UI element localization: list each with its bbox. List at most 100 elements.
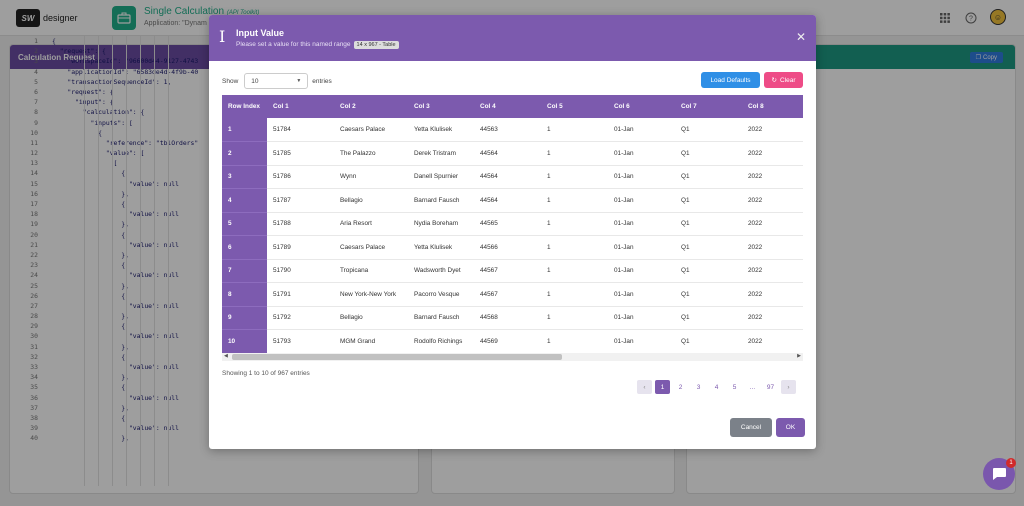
table-cell[interactable]: Pacorro Vesque — [408, 282, 474, 307]
table-cell[interactable]: 44564 — [474, 141, 541, 166]
column-header[interactable]: Col 6 — [608, 95, 675, 118]
table-cell[interactable]: Q1 — [675, 165, 742, 189]
table-cell[interactable]: 01-Jan — [608, 282, 675, 307]
scroll-thumb[interactable] — [232, 354, 562, 360]
column-header[interactable]: Col 8 — [742, 95, 803, 118]
page-button[interactable]: 1 — [655, 380, 670, 394]
table-cell[interactable]: Wadsworth Dyet — [408, 259, 474, 283]
table-cell[interactable]: Q1 — [675, 259, 742, 283]
table-cell[interactable]: 2022 — [742, 141, 803, 166]
table-cell[interactable]: Q1 — [675, 118, 742, 142]
table-cell[interactable]: Yetta Klulisek — [408, 118, 474, 142]
table-cell[interactable]: 1 — [541, 259, 608, 283]
table-cell[interactable]: 01-Jan — [608, 141, 675, 166]
prev-page-icon[interactable]: ‹ — [637, 380, 652, 394]
table-cell[interactable]: Barnard Fausch — [408, 306, 474, 330]
table-cell[interactable]: Barnard Fausch — [408, 188, 474, 213]
table-cell[interactable]: 51789 — [267, 235, 334, 260]
table-cell[interactable]: 51787 — [267, 188, 334, 213]
table-cell[interactable]: Q1 — [675, 141, 742, 166]
entries-select[interactable]: 10 ▼ — [244, 73, 309, 89]
table-cell[interactable]: 01-Jan — [608, 188, 675, 213]
table-cell[interactable]: MGM Grand — [334, 329, 408, 353]
table-cell[interactable]: 2022 — [742, 329, 803, 353]
table-cell[interactable]: 1 — [541, 188, 608, 213]
table-cell[interactable]: 1 — [541, 118, 608, 142]
table-cell[interactable]: 01-Jan — [608, 118, 675, 142]
table-cell[interactable]: 51785 — [267, 141, 334, 166]
table-cell[interactable]: 44567 — [474, 282, 541, 307]
column-header[interactable]: Col 5 — [541, 95, 608, 118]
table-cell[interactable]: 01-Jan — [608, 165, 675, 189]
table-cell[interactable]: Danell Spurnier — [408, 165, 474, 189]
table-cell[interactable]: 2022 — [742, 212, 803, 236]
table-cell[interactable]: 1 — [541, 212, 608, 236]
table-cell[interactable]: 44564 — [474, 188, 541, 213]
table-cell[interactable]: 1 — [541, 282, 608, 307]
table-cell[interactable]: Wynn — [334, 165, 408, 189]
grid-icon[interactable] — [938, 11, 952, 25]
help-icon[interactable]: ? — [964, 11, 978, 25]
table-cell[interactable]: Bellagio — [334, 306, 408, 330]
table-cell[interactable]: Caesars Palace — [334, 118, 408, 142]
table-cell[interactable]: 51791 — [267, 282, 334, 307]
table-cell[interactable]: 01-Jan — [608, 259, 675, 283]
table-cell[interactable]: Caesars Palace — [334, 235, 408, 260]
page-button[interactable]: ... — [749, 383, 756, 391]
table-cell[interactable]: Bellagio — [334, 188, 408, 213]
table-cell[interactable]: 51790 — [267, 259, 334, 283]
table-cell[interactable]: Q1 — [675, 188, 742, 213]
clear-button[interactable]: ↻ Clear — [764, 72, 803, 88]
table-cell[interactable]: 2022 — [742, 306, 803, 330]
next-page-icon[interactable]: › — [781, 380, 796, 394]
table-cell[interactable]: Aria Resort — [334, 212, 408, 236]
column-header[interactable]: Col 4 — [474, 95, 541, 118]
table-cell[interactable]: 01-Jan — [608, 235, 675, 260]
cancel-button[interactable]: Cancel — [730, 418, 772, 437]
table-cell[interactable]: 51793 — [267, 329, 334, 353]
table-cell[interactable]: 51784 — [267, 118, 334, 142]
table-cell[interactable]: Nydia Boreham — [408, 212, 474, 236]
table-cell[interactable]: 01-Jan — [608, 212, 675, 236]
page-button[interactable]: 5 — [732, 383, 737, 391]
column-header[interactable]: Row Index — [222, 95, 267, 118]
table-cell[interactable]: Tropicana — [334, 259, 408, 283]
table-cell[interactable]: Q1 — [675, 306, 742, 330]
table-cell[interactable]: 44566 — [474, 235, 541, 260]
table-cell[interactable]: Q1 — [675, 329, 742, 353]
page-button[interactable]: 4 — [714, 383, 719, 391]
table-cell[interactable]: 2022 — [742, 165, 803, 189]
table-cell[interactable]: 01-Jan — [608, 329, 675, 353]
table-cell[interactable]: 51786 — [267, 165, 334, 189]
column-header[interactable]: Col 2 — [334, 95, 408, 118]
table-cell[interactable]: 51792 — [267, 306, 334, 330]
scroll-right-icon[interactable]: ▶ — [797, 353, 801, 359]
table-cell[interactable]: Rodolfo Richings — [408, 329, 474, 353]
column-header[interactable]: Col 1 — [267, 95, 334, 118]
table-cell[interactable]: 1 — [541, 306, 608, 330]
table-cell[interactable]: 1 — [541, 329, 608, 353]
ok-button[interactable]: OK — [776, 418, 805, 437]
table-cell[interactable]: The Palazzo — [334, 141, 408, 166]
load-defaults-button[interactable]: Load Defaults — [701, 72, 760, 88]
column-header[interactable]: Col 7 — [675, 95, 742, 118]
scroll-left-icon[interactable]: ◀ — [224, 353, 228, 359]
table-cell[interactable]: Q1 — [675, 212, 742, 236]
table-cell[interactable]: Derek Tristram — [408, 141, 474, 166]
app-tag[interactable]: (API Toolkit) — [226, 10, 260, 16]
table-cell[interactable]: 1 — [541, 165, 608, 189]
code-editor[interactable]: 1{2 "request": {3 "workspaceId": "96600d… — [20, 36, 410, 486]
table-cell[interactable]: 44565 — [474, 212, 541, 236]
page-button[interactable]: 97 — [766, 383, 775, 391]
table-cell[interactable]: Yetta Klulisek — [408, 235, 474, 260]
table-cell[interactable]: 1 — [541, 235, 608, 260]
table-cell[interactable]: 44564 — [474, 165, 541, 189]
table-cell[interactable]: 51788 — [267, 212, 334, 236]
logo[interactable]: SW designer — [16, 9, 82, 27]
table-cell[interactable]: 44567 — [474, 259, 541, 283]
table-cell[interactable]: 44563 — [474, 118, 541, 142]
horizontal-scrollbar[interactable]: ◀ ▶ — [222, 353, 803, 361]
table-cell[interactable]: 2022 — [742, 188, 803, 213]
table-cell[interactable]: 44568 — [474, 306, 541, 330]
table-cell[interactable]: Q1 — [675, 282, 742, 307]
